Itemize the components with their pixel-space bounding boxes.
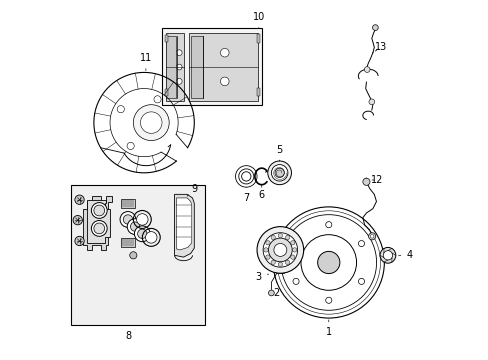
- Circle shape: [292, 278, 299, 284]
- Circle shape: [127, 142, 134, 149]
- Polygon shape: [166, 36, 176, 98]
- Circle shape: [325, 222, 331, 228]
- Circle shape: [285, 260, 289, 265]
- Text: 2: 2: [273, 282, 279, 298]
- Circle shape: [265, 240, 269, 245]
- Polygon shape: [83, 196, 112, 250]
- Circle shape: [263, 233, 297, 267]
- Circle shape: [317, 251, 339, 274]
- Bar: [121, 199, 135, 208]
- Circle shape: [281, 215, 376, 310]
- Circle shape: [268, 290, 274, 296]
- Text: 13: 13: [374, 42, 386, 52]
- Circle shape: [220, 48, 228, 57]
- Polygon shape: [256, 88, 259, 96]
- Text: 6: 6: [258, 185, 264, 200]
- Circle shape: [290, 240, 294, 245]
- Text: 3: 3: [255, 272, 268, 282]
- Text: 9: 9: [187, 184, 197, 196]
- Circle shape: [94, 223, 104, 234]
- Circle shape: [358, 278, 364, 284]
- Polygon shape: [176, 198, 191, 250]
- Text: 4: 4: [398, 250, 412, 260]
- Bar: [162, 28, 262, 105]
- Circle shape: [268, 238, 292, 262]
- Circle shape: [379, 247, 395, 263]
- Circle shape: [176, 50, 182, 55]
- Circle shape: [301, 235, 356, 290]
- Polygon shape: [190, 36, 203, 98]
- Circle shape: [278, 262, 282, 266]
- Bar: [70, 185, 204, 325]
- Circle shape: [273, 243, 286, 256]
- Circle shape: [274, 168, 284, 177]
- Text: 5: 5: [276, 144, 282, 161]
- Polygon shape: [164, 35, 167, 42]
- Circle shape: [134, 226, 150, 242]
- Circle shape: [383, 251, 392, 260]
- Circle shape: [265, 255, 269, 259]
- Text: 12: 12: [370, 175, 383, 185]
- Text: 11: 11: [140, 53, 152, 71]
- Circle shape: [264, 248, 267, 252]
- Circle shape: [91, 203, 107, 219]
- Circle shape: [273, 207, 384, 318]
- Circle shape: [127, 219, 142, 234]
- Polygon shape: [87, 200, 110, 243]
- Bar: [121, 238, 135, 247]
- Circle shape: [270, 235, 275, 240]
- Circle shape: [325, 297, 331, 303]
- Circle shape: [220, 77, 228, 86]
- Circle shape: [364, 67, 369, 72]
- Circle shape: [372, 25, 378, 31]
- Circle shape: [369, 234, 373, 238]
- Circle shape: [368, 233, 375, 240]
- Polygon shape: [188, 33, 258, 101]
- Circle shape: [123, 215, 132, 224]
- Circle shape: [270, 260, 275, 265]
- Circle shape: [292, 248, 296, 252]
- Circle shape: [292, 240, 299, 247]
- Circle shape: [368, 99, 374, 105]
- Circle shape: [129, 252, 137, 259]
- Circle shape: [145, 231, 157, 243]
- Circle shape: [91, 221, 107, 236]
- Text: 10: 10: [252, 12, 264, 28]
- Circle shape: [176, 78, 182, 84]
- Circle shape: [136, 214, 148, 225]
- Circle shape: [75, 195, 84, 204]
- Text: 7: 7: [243, 187, 249, 203]
- Circle shape: [94, 205, 104, 216]
- Polygon shape: [256, 34, 259, 42]
- Text: 1: 1: [325, 320, 331, 337]
- Circle shape: [133, 105, 169, 140]
- Circle shape: [290, 255, 294, 259]
- Circle shape: [358, 240, 364, 247]
- Circle shape: [120, 212, 136, 227]
- Circle shape: [140, 112, 162, 134]
- Circle shape: [362, 178, 369, 185]
- Circle shape: [117, 105, 124, 113]
- Text: 8: 8: [124, 325, 131, 341]
- Circle shape: [73, 216, 82, 225]
- Circle shape: [137, 229, 147, 238]
- Circle shape: [154, 96, 161, 103]
- Circle shape: [285, 235, 289, 240]
- Circle shape: [271, 165, 287, 181]
- Polygon shape: [174, 194, 194, 257]
- Circle shape: [176, 64, 182, 70]
- Circle shape: [267, 161, 291, 185]
- Polygon shape: [166, 33, 183, 101]
- Circle shape: [278, 233, 282, 238]
- Circle shape: [257, 226, 303, 273]
- Circle shape: [130, 222, 140, 231]
- Circle shape: [75, 236, 84, 246]
- Polygon shape: [164, 89, 167, 96]
